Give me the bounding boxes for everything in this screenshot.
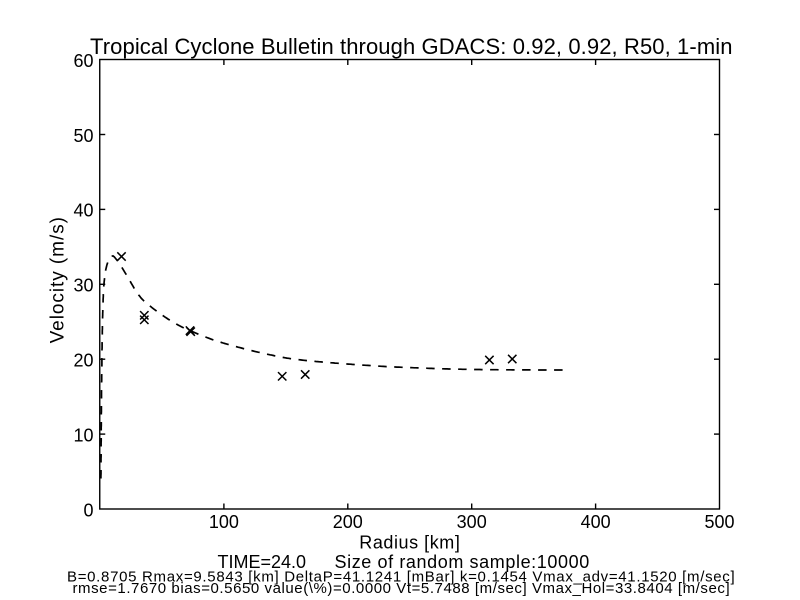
svg-text:Radius [km]: Radius [km] [359,533,460,553]
svg-text:40: 40 [73,201,93,221]
svg-text:300: 300 [457,512,487,532]
svg-text:10: 10 [73,425,93,445]
svg-text:30: 30 [73,276,93,296]
svg-text:rmse=1.7670 bias=0.5650 value(: rmse=1.7670 bias=0.5650 value(\%)=0.0000… [73,580,731,597]
svg-text:60: 60 [73,51,93,71]
svg-text:400: 400 [581,512,611,532]
svg-text:500: 500 [704,512,734,532]
svg-text:Tropical Cyclone Bulletin thro: Tropical Cyclone Bulletin through GDACS:… [90,34,733,59]
svg-text:TIME=24.0: TIME=24.0 [218,552,307,572]
svg-text:100: 100 [209,512,239,532]
svg-text:0: 0 [83,500,93,520]
svg-text:20: 20 [73,351,93,371]
svg-text:200: 200 [333,512,363,532]
svg-text:B=0.8705 Rmax=9.5843 [km] Delt: B=0.8705 Rmax=9.5843 [km] DeltaP=41.1241… [67,568,735,585]
svg-text:50: 50 [73,126,93,146]
svg-text:Size of random sample:10000: Size of random sample:10000 [335,552,590,572]
svg-text:Velocity (m/s): Velocity (m/s) [48,216,69,343]
